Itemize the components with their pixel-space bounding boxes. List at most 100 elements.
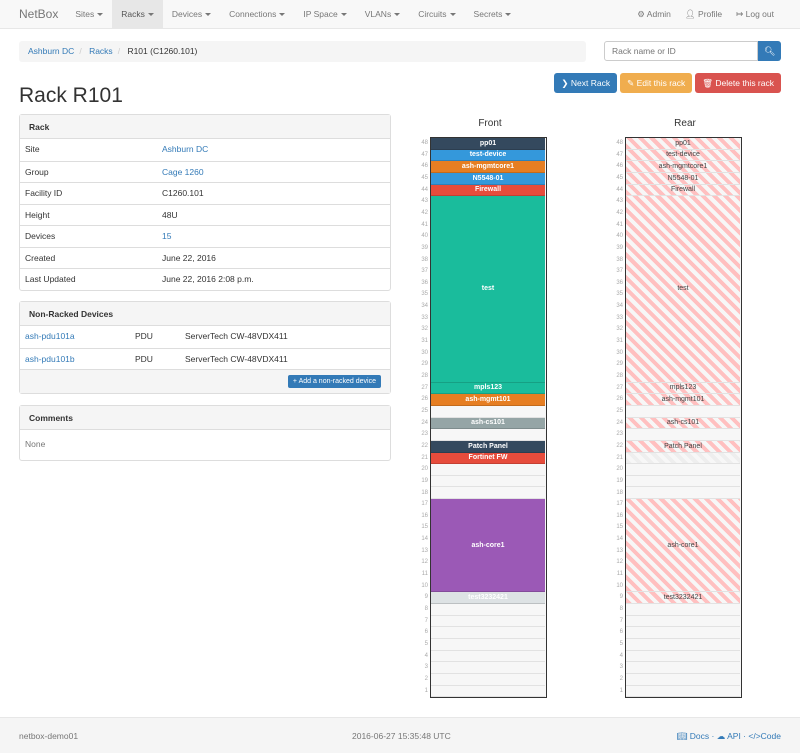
device-label: ash-mgmtcore1 [461,163,515,171]
nav-ip-space[interactable]: IP Space [294,0,355,29]
nonracked-row: ash-pdu101a PDU ServerTech CW-48VDX411 [20,326,390,348]
rack-unit-slot[interactable] [626,464,740,476]
attr-value[interactable]: 15 [162,231,172,241]
device-name[interactable]: ash-pdu101b [25,353,75,364]
nav-vlans[interactable]: VLANs [356,0,409,29]
rack-unit-slot[interactable] [626,627,740,639]
nav-label: Circuits [418,8,447,19]
rack-device[interactable]: Patch Panel [626,440,740,453]
rack-device[interactable]: test-device [431,149,545,162]
brand[interactable]: NetBox [19,7,59,21]
attr-value[interactable]: Ashburn DC [162,144,209,154]
rack-unit-slot[interactable] [431,674,545,686]
rack-unit-slot[interactable] [431,429,545,441]
rack-device[interactable]: pp01 [431,138,545,150]
device-name[interactable]: ash-pdu101a [25,331,75,341]
rack-device[interactable]: test [626,196,740,383]
delete-rack-button[interactable]: 🗑︎ Delete this rack [695,73,781,93]
nav-sites[interactable]: Sites [66,0,112,29]
nav-log-out[interactable]: ↦ Log out [729,0,781,29]
nav-circuits[interactable]: Circuits [409,0,464,29]
rack-device[interactable]: test-device [626,149,740,162]
rack-unit-slot[interactable] [431,476,545,488]
device-label: test-device [469,151,507,159]
rack-unit-slot[interactable] [626,429,740,441]
rack-unit-slot[interactable] [626,674,740,686]
rack-unit-slot[interactable] [431,686,545,698]
nav-connections[interactable]: Connections [220,0,294,29]
comments-heading: Comments [20,406,390,430]
search-input[interactable] [604,41,758,61]
docs-link[interactable]: 📖︎ Docs [676,731,710,741]
attr-label: Last Updated [25,274,76,284]
nav-profile[interactable]: 👤︎ Profile [678,0,729,29]
rack-device[interactable]: Firewall [431,184,545,197]
code-link[interactable]: </>Code [748,731,781,741]
nav-admin[interactable]: ⚙ Admin [630,0,678,29]
nav-secrets[interactable]: Secrets [465,0,521,29]
unit-number: 45 [421,174,428,181]
nav-devices[interactable]: Devices [163,0,220,29]
rack-device[interactable]: ash-core1 [431,499,545,593]
rack-device[interactable]: N5548-01 [626,172,740,185]
rack-unit-slot[interactable] [626,616,740,628]
rack-device[interactable]: ash-mgmtcore1 [431,161,545,173]
breadcrumb-site[interactable]: Ashburn DC [28,46,75,56]
rack-unit-slot[interactable] [431,604,545,616]
nav-racks[interactable]: Racks [112,0,163,29]
rack-device[interactable]: ash-core1 [626,499,740,593]
unit-number: 19 [616,477,623,484]
rack-unit-slot[interactable] [626,488,740,500]
device-label: Firewall [474,186,502,194]
api-label: API [727,731,741,741]
search-button[interactable]: 🔍︎ [758,41,781,61]
rack-device[interactable]: ash-cs101 [626,417,740,430]
rack-device[interactable]: ash-mgmt101 [626,394,740,406]
unit-number: 31 [421,338,428,345]
plus-icon: + [292,378,299,385]
rack-unit-slot[interactable] [626,662,740,674]
rack-unit-slot[interactable] [626,639,740,651]
rack-device[interactable]: test [431,196,545,383]
rack-unit-slot[interactable] [431,464,545,476]
unit-number: 46 [616,163,623,170]
rack-device[interactable]: ash-mgmtcore1 [626,161,740,173]
rack-unit-slot[interactable] [431,639,545,651]
rack-unit-slot[interactable] [626,686,740,698]
rack-device[interactable]: N5548-01 [431,172,545,185]
rack-unit-slot[interactable] [431,406,545,418]
rack-unit-slot[interactable] [431,488,545,500]
rack-device[interactable]: mpls123 [431,382,545,395]
rack-unit-slot[interactable] [431,627,545,639]
code-label: Code [760,731,781,741]
next-rack-button[interactable]: ❯ Next Rack [554,73,618,93]
device-label: mpls123 [669,384,697,392]
device-label: ash-cs101 [666,419,700,427]
rack-device[interactable]: Firewall [626,184,740,197]
rack-unit-slot[interactable] [626,476,740,488]
edit-rack-button[interactable]: ✎ Edit this rack [620,73,693,93]
nav-label: Sites [75,8,95,19]
add-nonracked-device-button[interactable]: + Add a non-racked device [287,375,381,388]
rack-unit-slot[interactable] [626,651,740,663]
api-link[interactable]: ☁ API [716,731,741,741]
rack-device[interactable]: Patch Panel [431,440,545,453]
attr-value[interactable]: Cage 1260 [162,166,204,177]
page-title: Rack R101 [19,84,123,107]
rack-unit-slot[interactable] [431,662,545,674]
rack-unit-slot[interactable] [626,406,740,418]
attr-label: Height [25,209,50,220]
rack-device[interactable]: mpls123 [626,382,740,395]
rack-unit-slot[interactable] [431,651,545,663]
rack-device[interactable]: test3232421 [431,592,545,604]
breadcrumb-racks[interactable]: Racks [89,46,113,56]
rack-device[interactable]: ash-cs101 [431,417,545,430]
rack-unit-slot[interactable] [626,604,740,616]
rack-device[interactable] [626,452,740,465]
rack-device[interactable]: Fortinet FW [431,452,545,465]
rack-unit-slot[interactable] [431,616,545,628]
rack-device[interactable]: pp01 [626,138,740,150]
rack-panel-heading: Rack [20,115,390,139]
rack-device[interactable]: test3232421 [626,592,740,604]
rack-device[interactable]: ash-mgmt101 [431,394,545,406]
